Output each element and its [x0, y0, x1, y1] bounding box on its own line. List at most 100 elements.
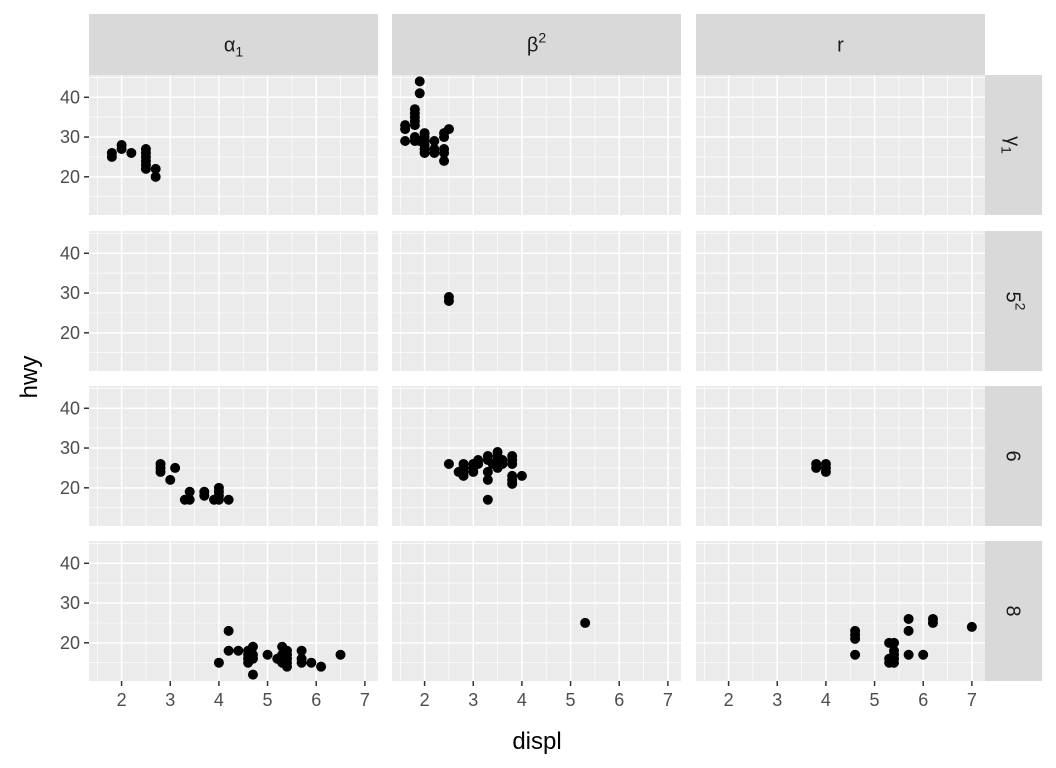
panel-background — [696, 541, 985, 681]
data-point — [140, 143, 151, 154]
data-point — [223, 494, 234, 505]
panel-r1-c3 — [696, 75, 985, 215]
data-point — [165, 474, 176, 485]
data-point — [482, 494, 493, 505]
data-point — [414, 76, 425, 87]
panel-background — [392, 541, 681, 681]
x-tick-label: 6 — [311, 690, 321, 710]
strip-col-3 — [696, 14, 985, 75]
data-point — [492, 447, 503, 458]
data-point — [473, 454, 484, 465]
panel-r3-c1 — [89, 386, 378, 526]
x-tick-label: 4 — [821, 690, 831, 710]
data-point — [966, 621, 977, 632]
x-axis-title: displ — [512, 728, 561, 755]
data-point — [482, 466, 493, 477]
panel-r4-c1 — [89, 541, 378, 681]
panel-r2-c1 — [89, 231, 378, 371]
panel-r2-c2 — [392, 231, 681, 371]
data-point — [247, 641, 258, 652]
y-tick-label: 20 — [60, 323, 80, 343]
panel-r3-c2 — [392, 386, 681, 526]
strip-row-2 — [985, 231, 1042, 371]
data-point — [296, 645, 307, 656]
data-point — [903, 625, 914, 636]
x-tick-label: 2 — [117, 690, 127, 710]
panel-background — [696, 231, 985, 371]
data-point — [184, 486, 195, 497]
data-point — [918, 649, 929, 660]
y-axis-title: hwy — [16, 356, 43, 399]
strip-row-3-base: 6 — [1002, 450, 1024, 461]
data-point — [223, 645, 234, 656]
data-point — [262, 649, 273, 660]
panel-background — [696, 75, 985, 215]
strip-col-1-subscript: 1 — [235, 44, 243, 60]
data-point — [282, 645, 293, 656]
x-tick-label: 4 — [517, 690, 527, 710]
y-tick-label: 40 — [60, 398, 80, 418]
panel-r4-c3 — [696, 541, 985, 681]
y-tick-label: 20 — [60, 633, 80, 653]
data-point — [439, 143, 450, 154]
data-point — [429, 143, 440, 154]
data-point — [507, 451, 518, 461]
data-point — [439, 155, 450, 166]
data-point — [516, 470, 527, 481]
strip-col-3-label: r — [837, 35, 844, 57]
data-point — [335, 649, 346, 660]
data-point — [306, 657, 317, 668]
data-point — [126, 147, 137, 158]
data-point — [106, 147, 117, 158]
data-point — [903, 649, 914, 660]
panel-background — [392, 231, 681, 371]
data-point — [580, 617, 591, 628]
data-point — [811, 458, 822, 469]
data-point — [233, 645, 244, 656]
x-tick-label: 5 — [870, 690, 880, 710]
data-point — [903, 613, 914, 624]
data-point — [507, 470, 518, 481]
data-point — [296, 653, 307, 664]
panel-r1-c2 — [392, 75, 681, 215]
data-point — [199, 486, 210, 497]
y-tick-label: 30 — [60, 593, 80, 613]
strip-row-1-base: γ — [1002, 136, 1024, 146]
x-tick-label: 5 — [263, 690, 273, 710]
data-point — [170, 462, 181, 473]
data-point — [443, 292, 454, 303]
data-point — [414, 88, 425, 99]
strip-row-1-subscript: 1 — [999, 146, 1015, 154]
strip-row-1-label: γ1 — [999, 136, 1024, 154]
data-point — [116, 140, 127, 150]
panel-background — [89, 75, 378, 215]
data-point — [213, 657, 224, 668]
y-tick-label: 30 — [60, 127, 80, 147]
data-point — [889, 637, 900, 648]
strip-row-3-label: 6 — [1002, 450, 1024, 461]
data-point — [213, 482, 224, 493]
panel-background — [89, 386, 378, 526]
data-point — [150, 171, 161, 182]
axes-layer: 20 30 40 20 30 40 20 30 40 20 30 40 2 3 4 5 6 7 2 3 4 5 6 7 2 3 4 5… — [60, 87, 977, 710]
data-point — [150, 163, 161, 174]
strip-row-2-label: 52 — [1002, 292, 1029, 311]
data-point — [850, 625, 861, 636]
y-tick-label: 30 — [60, 283, 80, 303]
data-point — [247, 669, 258, 680]
panel-background — [392, 75, 681, 215]
strip-col-2-base: β — [527, 35, 539, 57]
x-tick-label: 4 — [214, 690, 224, 710]
panel-r2-c3 — [696, 231, 985, 371]
panel-r4-c2 — [392, 541, 681, 681]
strip-col-2-superscript: 2 — [538, 30, 546, 46]
x-tick-label: 3 — [772, 690, 782, 710]
x-tick-label: 3 — [468, 690, 478, 710]
x-tick-label: 5 — [566, 690, 576, 710]
y-tick-label: 40 — [60, 87, 80, 107]
strip-row-2-superscript: 2 — [1013, 303, 1029, 311]
strip-row-4 — [985, 541, 1042, 681]
strip-row-3 — [985, 386, 1042, 526]
